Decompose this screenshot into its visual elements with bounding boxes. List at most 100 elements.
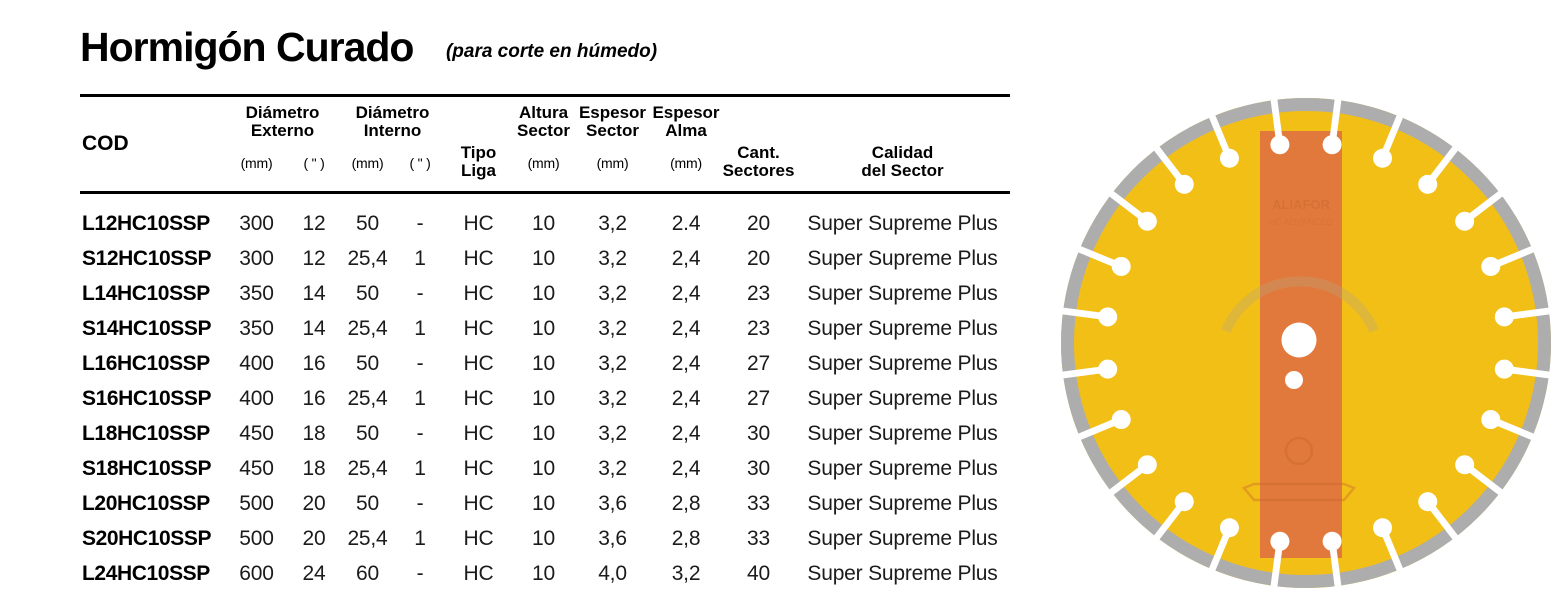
header-line: Espesor bbox=[652, 103, 720, 122]
cell: 14 bbox=[302, 281, 326, 305]
cell: HC bbox=[463, 491, 494, 515]
cell: HC bbox=[463, 386, 494, 410]
cell: L14HC10SSP bbox=[82, 281, 210, 305]
header-line: Sector bbox=[517, 120, 570, 140]
cell: 10 bbox=[532, 421, 555, 445]
cell: 400 bbox=[239, 351, 274, 375]
cell: 1 bbox=[414, 526, 426, 550]
cell: 14 bbox=[302, 316, 326, 340]
col-header-altura-sector: Altura Sector bbox=[512, 96, 575, 157]
header-line: Cant. bbox=[737, 143, 780, 163]
cell: 10 bbox=[532, 491, 555, 515]
unit-altura-mm: (mm) bbox=[527, 155, 560, 171]
unit-diam-int-in: ( " ) bbox=[409, 155, 431, 171]
cell: L16HC10SSP bbox=[82, 351, 210, 375]
cell: 3,6 bbox=[598, 526, 627, 550]
table-row: L14HC10SSP 350 14 50 - HC 10 3,2 2,4 23 Super Supr… bbox=[80, 276, 1010, 311]
cell: 2,4 bbox=[671, 386, 701, 410]
cell: L18HC10SSP bbox=[82, 421, 210, 445]
cell: 50 bbox=[356, 491, 379, 515]
table-row: L18HC10SSP 450 18 50 - HC 10 3,2 2,4 30 Super Supr… bbox=[80, 416, 1010, 451]
cell: 3,2 bbox=[671, 561, 701, 585]
cell: 1 bbox=[414, 456, 426, 480]
cell: 350 bbox=[239, 316, 274, 340]
unit-espesor-alma-mm: (mm) bbox=[670, 155, 702, 171]
cell: - bbox=[416, 561, 424, 585]
cell: S12HC10SSP bbox=[82, 246, 212, 270]
cell: 50 bbox=[356, 281, 379, 305]
col-header-diametro-externo: Diámetro Externo bbox=[225, 96, 340, 157]
spec-table: COD Diámetro Externo Diámetro Interno Ti… bbox=[80, 94, 1010, 591]
cell: 12 bbox=[302, 211, 326, 235]
blade-slots bbox=[1058, 95, 1554, 591]
cell: 500 bbox=[239, 491, 274, 515]
cell: 1 bbox=[414, 246, 426, 270]
cell: 2,4 bbox=[671, 351, 701, 375]
blade-arbor-hole bbox=[1281, 322, 1317, 358]
blade-emblem-marking bbox=[1284, 436, 1314, 466]
cell: 27 bbox=[747, 386, 770, 410]
cell: 18 bbox=[302, 456, 326, 480]
cell: 10 bbox=[532, 526, 555, 550]
table-header: COD Diámetro Externo Diámetro Interno Ti… bbox=[80, 95, 1010, 193]
cell: 30 bbox=[747, 456, 770, 480]
cell: 300 bbox=[239, 246, 274, 270]
cell: Super Supreme Plus bbox=[807, 351, 998, 375]
cell: 20 bbox=[747, 246, 770, 270]
cell: 50 bbox=[356, 351, 379, 375]
cell: HC bbox=[463, 246, 494, 270]
cell: Super Supreme Plus bbox=[807, 491, 998, 515]
cell: 3,6 bbox=[598, 491, 627, 515]
col-header-cant-sectores: Cant. Sectores bbox=[722, 96, 795, 193]
cell: 600 bbox=[239, 561, 274, 585]
cell: 10 bbox=[532, 386, 555, 410]
col-header-calidad-del-sector: Calidad del Sector bbox=[795, 96, 1010, 193]
cell: 3,2 bbox=[598, 246, 627, 270]
header-line: Calidad bbox=[871, 143, 934, 163]
cell: 2,8 bbox=[671, 526, 701, 550]
cell: 16 bbox=[302, 386, 326, 410]
cell: 23 bbox=[747, 281, 770, 305]
table-row: L12HC10SSP 300 12 50 - HC 10 3,2 2.4 20 Super Supr… bbox=[80, 193, 1010, 242]
cell: 1 bbox=[414, 316, 426, 340]
header-line: Sector bbox=[586, 120, 639, 140]
cell: 3,2 bbox=[598, 351, 627, 375]
col-header-tipo-liga: Tipo Liga bbox=[445, 96, 512, 193]
cell: 12 bbox=[302, 246, 326, 270]
cell: 1 bbox=[414, 386, 426, 410]
cell: 400 bbox=[239, 386, 274, 410]
cell: Super Supreme Plus bbox=[807, 386, 998, 410]
cell: 10 bbox=[532, 456, 555, 480]
cell: S18HC10SSP bbox=[82, 456, 212, 480]
cell: L12HC10SSP bbox=[82, 211, 210, 235]
cell: 3,2 bbox=[598, 316, 627, 340]
col-header-espesor-alma: Espesor Alma bbox=[650, 96, 722, 157]
cell: L24HC10SSP bbox=[82, 561, 210, 585]
page-title: Hormigón Curado bbox=[80, 24, 414, 70]
unit-diam-ext-mm: (mm) bbox=[240, 155, 273, 171]
cell: 3,2 bbox=[598, 281, 627, 305]
col-header-espesor-sector: Espesor Sector bbox=[575, 96, 650, 157]
cell: 23 bbox=[747, 316, 770, 340]
cell: 50 bbox=[356, 211, 379, 235]
cell: 4,0 bbox=[598, 561, 627, 585]
cell: 3,2 bbox=[598, 386, 627, 410]
cell: HC bbox=[463, 351, 494, 375]
table-row: S12HC10SSP 300 12 25,4 1 HC 10 3,2 2,4 20 Super Su… bbox=[80, 241, 1010, 276]
header-line: Interno bbox=[363, 120, 422, 140]
cell: - bbox=[416, 281, 424, 305]
cell: Super Supreme Plus bbox=[807, 456, 998, 480]
blade-rim bbox=[1061, 98, 1551, 588]
cell: 50 bbox=[356, 421, 379, 445]
cell: 20 bbox=[302, 526, 326, 550]
cell: - bbox=[416, 351, 424, 375]
cell: 2,4 bbox=[671, 246, 701, 270]
cell: 10 bbox=[532, 246, 555, 270]
header-line: Externo bbox=[250, 120, 315, 140]
cell: 3,2 bbox=[598, 211, 627, 235]
table-row: S18HC10SSP 450 18 25,4 1 HC 10 3,2 2,4 30 Super Su… bbox=[80, 451, 1010, 486]
cell: HC bbox=[463, 316, 494, 340]
title-row: Hormigón Curado (para corte en húmedo) bbox=[80, 24, 657, 71]
blade-watermark-line2: HC ADVANCED bbox=[1269, 217, 1334, 227]
cell: - bbox=[416, 211, 424, 235]
